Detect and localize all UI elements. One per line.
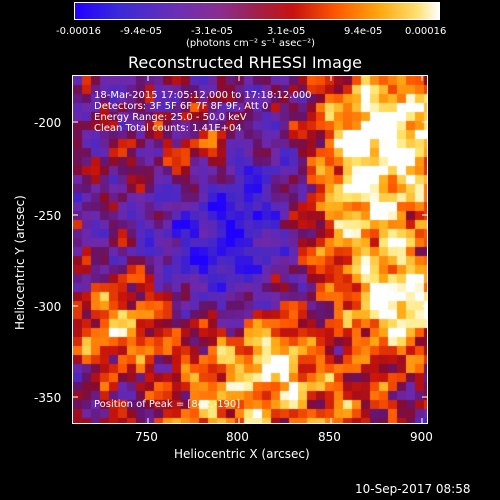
clean-total-counts-text: Clean Total counts: 1.41E+04 — [94, 123, 242, 134]
plot-frame — [72, 75, 428, 424]
colorbar-tick-label: -0.00016 — [56, 26, 101, 37]
colorbar — [74, 2, 440, 20]
y-tick-label: -200 — [34, 116, 62, 130]
y-tick-label: -300 — [34, 300, 62, 314]
heatmap-image — [73, 76, 427, 423]
time-range-text: 18-Mar-2015 17:05:12.000 to 17:18:12.000 — [94, 90, 312, 101]
colorbar-tick-label: -9.4e-05 — [120, 26, 162, 37]
y-tick-label: -250 — [34, 209, 62, 223]
x-tick-label: 850 — [318, 430, 341, 444]
colorbar-units-label: (photons cm⁻² s⁻¹ asec⁻²) — [186, 38, 316, 49]
x-axis-label: Heliocentric X (arcsec) — [174, 447, 310, 461]
generated-timestamp: 10-Sep-2017 08:58 — [355, 482, 471, 496]
detectors-text: Detectors: 3F 5F 6F 7F 8F 9F, Att 0 — [94, 101, 269, 112]
y-axis-label: Heliocentric Y (arcsec) — [13, 195, 27, 330]
energy-range-text: Energy Range: 25.0 - 50.0 keV — [94, 112, 247, 123]
x-tick-label: 900 — [410, 430, 433, 444]
x-tick-label: 800 — [226, 430, 249, 444]
colorbar-tick-label: 0.00016 — [405, 26, 447, 37]
x-tick-label: 750 — [135, 430, 158, 444]
colorbar-tick-label: 9.4e-05 — [344, 26, 383, 37]
colorbar-gradient — [75, 3, 439, 19]
colorbar-tick-label: 3.1e-05 — [267, 26, 306, 37]
peak-position-text: Position of Peak = [842,-190] — [94, 399, 241, 410]
colorbar-tick-label: -3.1e-05 — [191, 26, 233, 37]
y-tick-label: -350 — [34, 391, 62, 405]
plot-title: Reconstructed RHESSI Image — [128, 53, 362, 72]
